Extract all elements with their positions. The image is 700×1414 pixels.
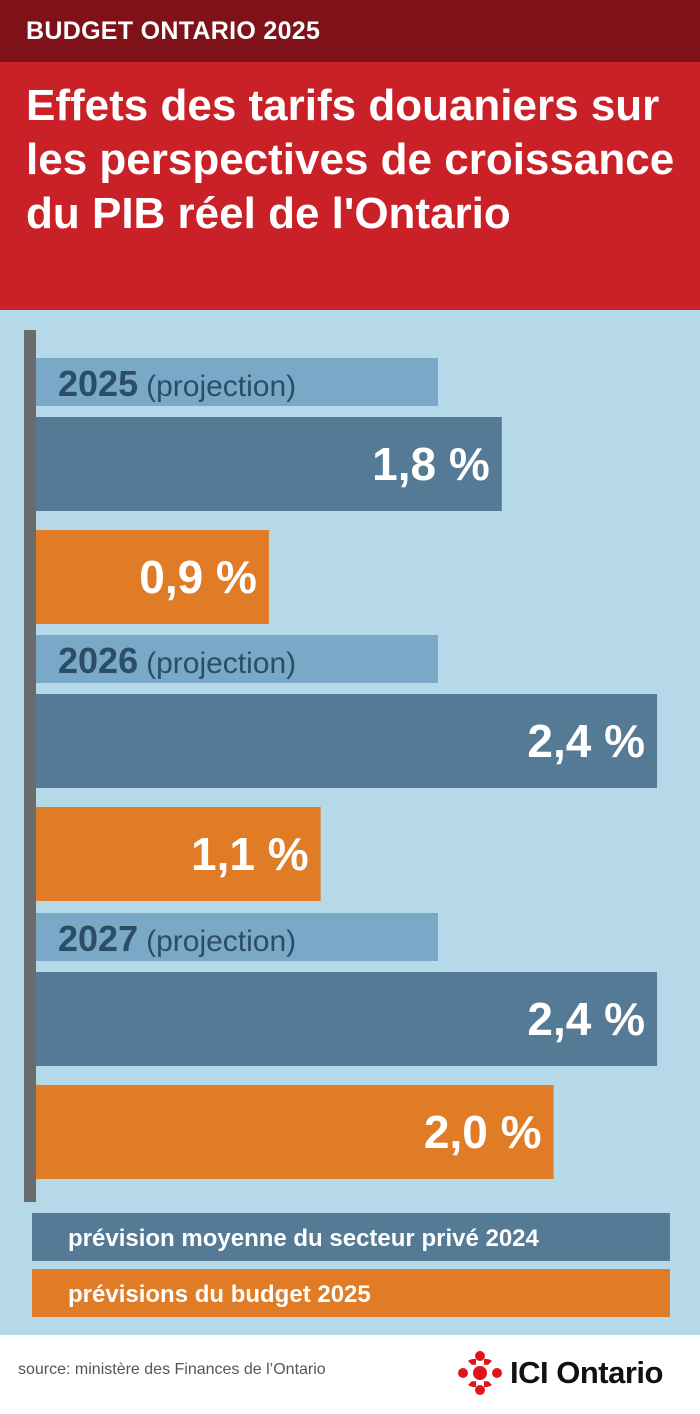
year-band xyxy=(36,913,438,961)
year-value: 2025 xyxy=(58,363,138,404)
legend-label: prévisions du budget 2025 xyxy=(68,1281,371,1308)
y-axis-line xyxy=(24,330,36,1202)
chart-title: Effets des tarifs douaniers sur les pers… xyxy=(26,81,675,238)
radio-canada-gem-icon xyxy=(458,1351,502,1395)
kicker-band: BUDGET ONTARIO 2025 xyxy=(0,0,700,62)
brand-name: ICI Ontario xyxy=(510,1355,663,1390)
legend-swatch xyxy=(32,1269,670,1317)
bar-value-label: 2,0 % xyxy=(424,1106,542,1158)
bar-chart: 2025 (projection)1,8 %0,9 %2026 (projectio… xyxy=(24,330,670,1317)
year-note: (projection) xyxy=(146,647,296,680)
bar-value-label: 2,4 % xyxy=(527,715,645,767)
footer: source: ministère des Finances de l’Onta… xyxy=(0,1335,700,1414)
legend-label: prévision moyenne du secteur privé 2024 xyxy=(68,1225,540,1252)
year-band xyxy=(36,635,438,683)
bar-value-label: 1,1 % xyxy=(191,828,309,880)
bar-value-label: 0,9 % xyxy=(139,551,257,603)
year-note: (projection) xyxy=(146,370,296,403)
source-note: source: ministère des Finances de l’Onta… xyxy=(18,1361,326,1378)
bar-value-label: 2,4 % xyxy=(527,993,645,1045)
bar xyxy=(36,972,658,1066)
year-value: 2026 xyxy=(58,640,138,681)
bar-value-label: 1,8 % xyxy=(372,438,490,490)
year-label: 2027 (projection) xyxy=(58,918,296,959)
bar xyxy=(36,530,269,624)
title-band: Effets des tarifs douaniers sur les pers… xyxy=(0,62,700,310)
year-label: 2026 (projection) xyxy=(58,640,296,681)
chart-area: 2025 (projection) 1,8 % 0,9 % 2026 (projectio… xyxy=(0,310,700,1335)
year-value: 2027 xyxy=(58,918,138,959)
bar xyxy=(36,694,658,788)
year-band xyxy=(36,358,438,406)
bar xyxy=(36,1085,554,1179)
year-label: 2025 (projection) xyxy=(58,363,296,404)
bar xyxy=(36,417,502,511)
kicker-text: BUDGET ONTARIO 2025 xyxy=(26,17,321,45)
legend-swatch xyxy=(32,1213,670,1261)
year-note: (projection) xyxy=(146,925,296,958)
bar xyxy=(36,807,321,901)
